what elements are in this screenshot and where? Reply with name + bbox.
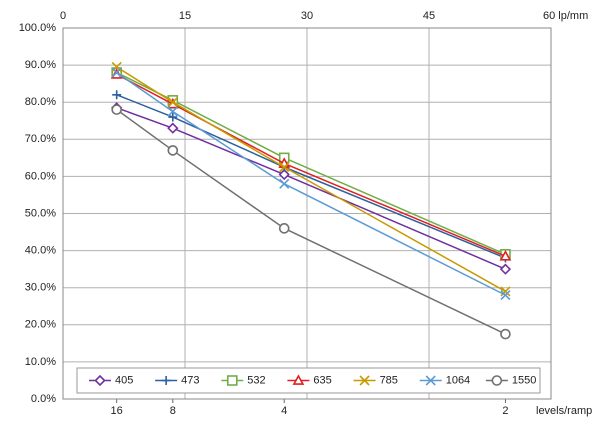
y-tick-label: 90.0% (25, 59, 56, 71)
marker (167, 122, 179, 134)
legend-label: 635 (313, 374, 331, 386)
x-tick-label: 60 lp/mm (543, 10, 588, 22)
marker (499, 263, 512, 275)
y-tick-label: 40.0% (25, 245, 56, 257)
marker (491, 375, 503, 386)
marker (500, 328, 511, 340)
y-tick-label: 60.0% (25, 170, 56, 182)
y-tick-label: 100.0% (19, 22, 57, 34)
y-tick-label: 0.0% (31, 393, 56, 405)
marker (279, 162, 290, 173)
line (116, 107, 506, 270)
line (116, 71, 506, 296)
y-tick-label: 80.0% (25, 96, 56, 108)
marker (167, 97, 178, 108)
marker (226, 375, 238, 386)
y-tick-label: 10.0% (25, 356, 56, 368)
x2-tick-label: 8 (170, 405, 176, 417)
line (116, 73, 506, 257)
legend-label: 405 (115, 374, 133, 386)
x2-axis-label: levels/ramp (536, 405, 592, 417)
x-tick-label: 30 (301, 10, 313, 22)
x-tick-label: 0 (60, 10, 66, 22)
x-tick-label: 15 (179, 10, 191, 22)
marker (167, 106, 178, 117)
legend-item: 532 (221, 374, 266, 386)
marker (161, 376, 171, 385)
legend-item: 635 (287, 374, 332, 386)
marker (111, 104, 122, 115)
legend-item: 1550 (485, 374, 536, 386)
x2-tick-label: 4 (281, 405, 287, 417)
legend-label: 532 (247, 374, 265, 386)
line (116, 71, 506, 255)
legend-label: 1550 (512, 374, 536, 386)
marker (425, 375, 436, 386)
legend-item: 405 (89, 374, 133, 386)
line (116, 94, 506, 259)
y-tick-label: 30.0% (25, 282, 56, 294)
x2-tick-label: 2 (502, 405, 508, 417)
marker (279, 178, 290, 189)
marker (167, 145, 179, 156)
legend-item: 785 (353, 374, 398, 386)
marker (500, 290, 511, 301)
series (111, 67, 511, 301)
marker (278, 168, 290, 181)
line (116, 66, 506, 293)
legend-item: 1064 (419, 374, 470, 386)
legend-label: 1064 (446, 374, 470, 386)
y-tick-label: 50.0% (25, 207, 56, 219)
marker (359, 375, 370, 386)
marker (112, 90, 122, 100)
marker (111, 67, 122, 78)
marker (292, 374, 305, 385)
x-tick-label: 45 (423, 10, 435, 22)
series (111, 104, 511, 340)
marker (168, 112, 178, 122)
marker (499, 250, 512, 261)
legend-label: 785 (380, 374, 398, 386)
y-tick-label: 20.0% (25, 319, 56, 331)
y-tick-label: 70.0% (25, 133, 56, 145)
plot-frame (62, 27, 552, 400)
legend-item: 473 (155, 374, 200, 386)
x2-tick-label: 16 (111, 405, 123, 417)
marker (278, 223, 290, 234)
line (116, 109, 506, 335)
marker (94, 374, 106, 387)
legend-label: 473 (181, 374, 199, 386)
